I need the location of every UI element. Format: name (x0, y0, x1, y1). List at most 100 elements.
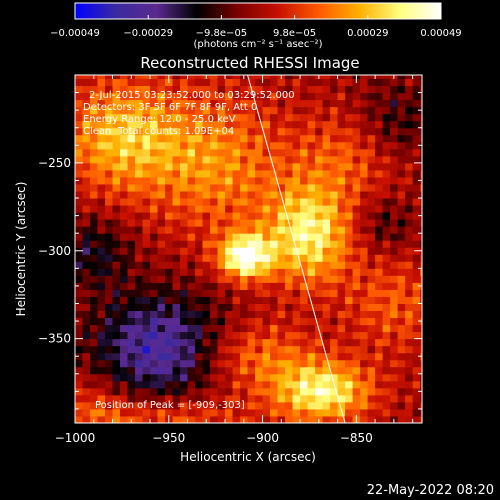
heatmap-cell (300, 310, 309, 319)
heatmap-cell (105, 240, 114, 248)
heatmap-cell (345, 338, 354, 347)
heatmap-cell (150, 113, 159, 122)
heatmap-cell (105, 212, 114, 220)
heatmap-cell (105, 415, 114, 423)
heatmap-cell (360, 99, 369, 108)
heatmap-cell (165, 254, 174, 262)
heatmap-cell (360, 205, 369, 213)
heatmap-cell (112, 148, 121, 157)
heatmap-cell (262, 162, 271, 171)
heatmap-cell (405, 331, 414, 340)
heatmap-cell (232, 169, 241, 178)
heatmap-cell (187, 141, 196, 150)
heatmap-cell (292, 345, 301, 354)
heatmap-cell (120, 240, 129, 248)
heatmap-cell (105, 106, 114, 115)
heatmap-cell (337, 261, 346, 269)
heatmap-cell (397, 247, 406, 255)
heatmap-cell (112, 212, 121, 220)
heatmap-cell (262, 155, 271, 164)
heatmap-cell (277, 289, 286, 297)
heatmap-cell (127, 331, 136, 340)
heatmap-cell (120, 75, 129, 80)
heatmap-cell (300, 401, 309, 410)
heatmap-cell (390, 254, 399, 262)
heatmap-cell (270, 176, 279, 185)
heatmap-cell (97, 106, 106, 115)
heatmap-cell (157, 212, 166, 220)
heatmap-cell (90, 310, 99, 319)
heatmap-cell (210, 212, 219, 220)
heatmap-cell (270, 120, 279, 129)
heatmap-cell (285, 212, 294, 220)
heatmap-cell (397, 162, 406, 171)
heatmap-cell (90, 205, 99, 213)
heatmap-cell (157, 352, 166, 361)
heatmap-cell (337, 415, 346, 423)
heatmap-cell (270, 338, 279, 347)
heatmap-cell (345, 78, 354, 87)
heatmap-cell (105, 359, 114, 368)
heatmap-cell (270, 408, 279, 417)
heatmap-cell (187, 169, 196, 178)
heatmap-cell (195, 106, 204, 115)
heatmap-cell (390, 296, 399, 304)
heatmap-cell (292, 240, 301, 248)
heatmap-cell (367, 113, 376, 122)
heatmap-cell (360, 296, 369, 304)
heatmap-cell (82, 219, 91, 227)
heatmap-cell (165, 408, 174, 417)
heatmap-cell (240, 240, 249, 248)
heatmap-cell (240, 387, 249, 396)
heatmap-cell (135, 394, 144, 403)
heatmap-cell (240, 162, 249, 171)
heatmap-cell (330, 233, 339, 241)
heatmap-cell (105, 176, 114, 185)
heatmap-cell (375, 254, 384, 262)
heatmap-cell (165, 183, 174, 192)
heatmap-cell (300, 345, 309, 354)
heatmap-cell (360, 226, 369, 234)
heatmap-cell (360, 155, 369, 164)
heatmap-cell (75, 275, 84, 283)
heatmap-cell (217, 380, 226, 389)
heatmap-cell (382, 191, 391, 199)
heatmap-cell (120, 92, 129, 101)
heatmap-cell (172, 120, 181, 129)
heatmap-cell (292, 359, 301, 368)
heatmap-cell (247, 296, 256, 304)
heatmap-cell (412, 205, 421, 213)
heatmap-cell (367, 359, 376, 368)
heatmap-cell (232, 380, 241, 389)
heatmap-cell (285, 296, 294, 304)
heatmap-cell (352, 120, 361, 129)
heatmap-cell (277, 275, 286, 283)
heatmap-cell (247, 394, 256, 403)
heatmap-cell (232, 408, 241, 417)
heatmap-cell (232, 85, 241, 94)
heatmap-cell (255, 352, 264, 361)
heatmap-cell (397, 120, 406, 129)
heatmap-cell (352, 85, 361, 94)
heatmap-cell (172, 191, 181, 199)
heatmap-cell (120, 85, 129, 94)
heatmap-cell (307, 134, 316, 143)
heatmap-cell (150, 226, 159, 234)
heatmap-cell (292, 226, 301, 234)
heatmap-cell (262, 120, 271, 129)
heatmap-cell (157, 268, 166, 276)
heatmap-cell (172, 387, 181, 396)
heatmap-cell (255, 247, 264, 255)
heatmap-cell (240, 183, 249, 192)
heatmap-cell (82, 324, 91, 333)
heatmap-cell (195, 205, 204, 213)
heatmap-cell (187, 113, 196, 122)
heatmap-cell (337, 380, 346, 389)
heatmap-cell (97, 169, 106, 178)
heatmap-cell (165, 352, 174, 361)
heatmap-cell (397, 254, 406, 262)
heatmap-cell (105, 141, 114, 150)
heatmap-cell (217, 226, 226, 234)
heatmap-cell (172, 324, 181, 333)
heatmap-cell (255, 198, 264, 206)
